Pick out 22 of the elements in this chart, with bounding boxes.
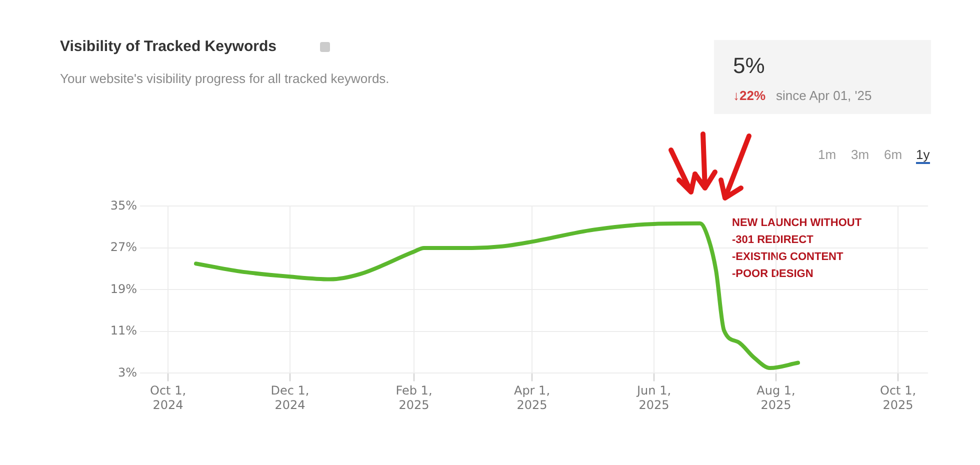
- text: ↓22%: [733, 88, 766, 103]
- x-tick-label: Aug 1, 2025: [756, 384, 796, 412]
- text: 6m: [884, 147, 902, 162]
- y-tick-label: 35%: [110, 198, 137, 212]
- y-tick-label: 19%: [110, 282, 137, 296]
- x-tick-label: Feb 1, 2025: [396, 384, 432, 412]
- chart-subtitle: Your website's visibility progress for all tracked keywords.: [60, 71, 390, 86]
- text: 3m: [851, 147, 870, 162]
- text: 1m: [818, 147, 836, 162]
- text: 5%: [733, 53, 765, 79]
- chart-title: Visibility of Tracked Keywords: [60, 38, 276, 55]
- text: 1y: [916, 147, 930, 164]
- y-tick-label: 3%: [118, 365, 137, 380]
- y-tick-label: 27%: [110, 240, 137, 254]
- annotation: NEW LAUNCH WITHOUT -301 REDIRECT -EXISTING CONTENT -POOR DESIGN: [732, 216, 862, 282]
- x-tick-label: Apr 1, 2025: [514, 384, 550, 412]
- x-tick-label: Oct 1, 2024: [150, 384, 186, 412]
- x-tick-label: Oct 1, 2025: [880, 384, 916, 412]
- x-tick-label: Jun 1, 2025: [636, 384, 672, 412]
- text: since Apr 01, '25: [776, 88, 872, 103]
- x-tick-label: Dec 1, 2024: [270, 384, 310, 412]
- y-tick-label: 11%: [110, 324, 137, 338]
